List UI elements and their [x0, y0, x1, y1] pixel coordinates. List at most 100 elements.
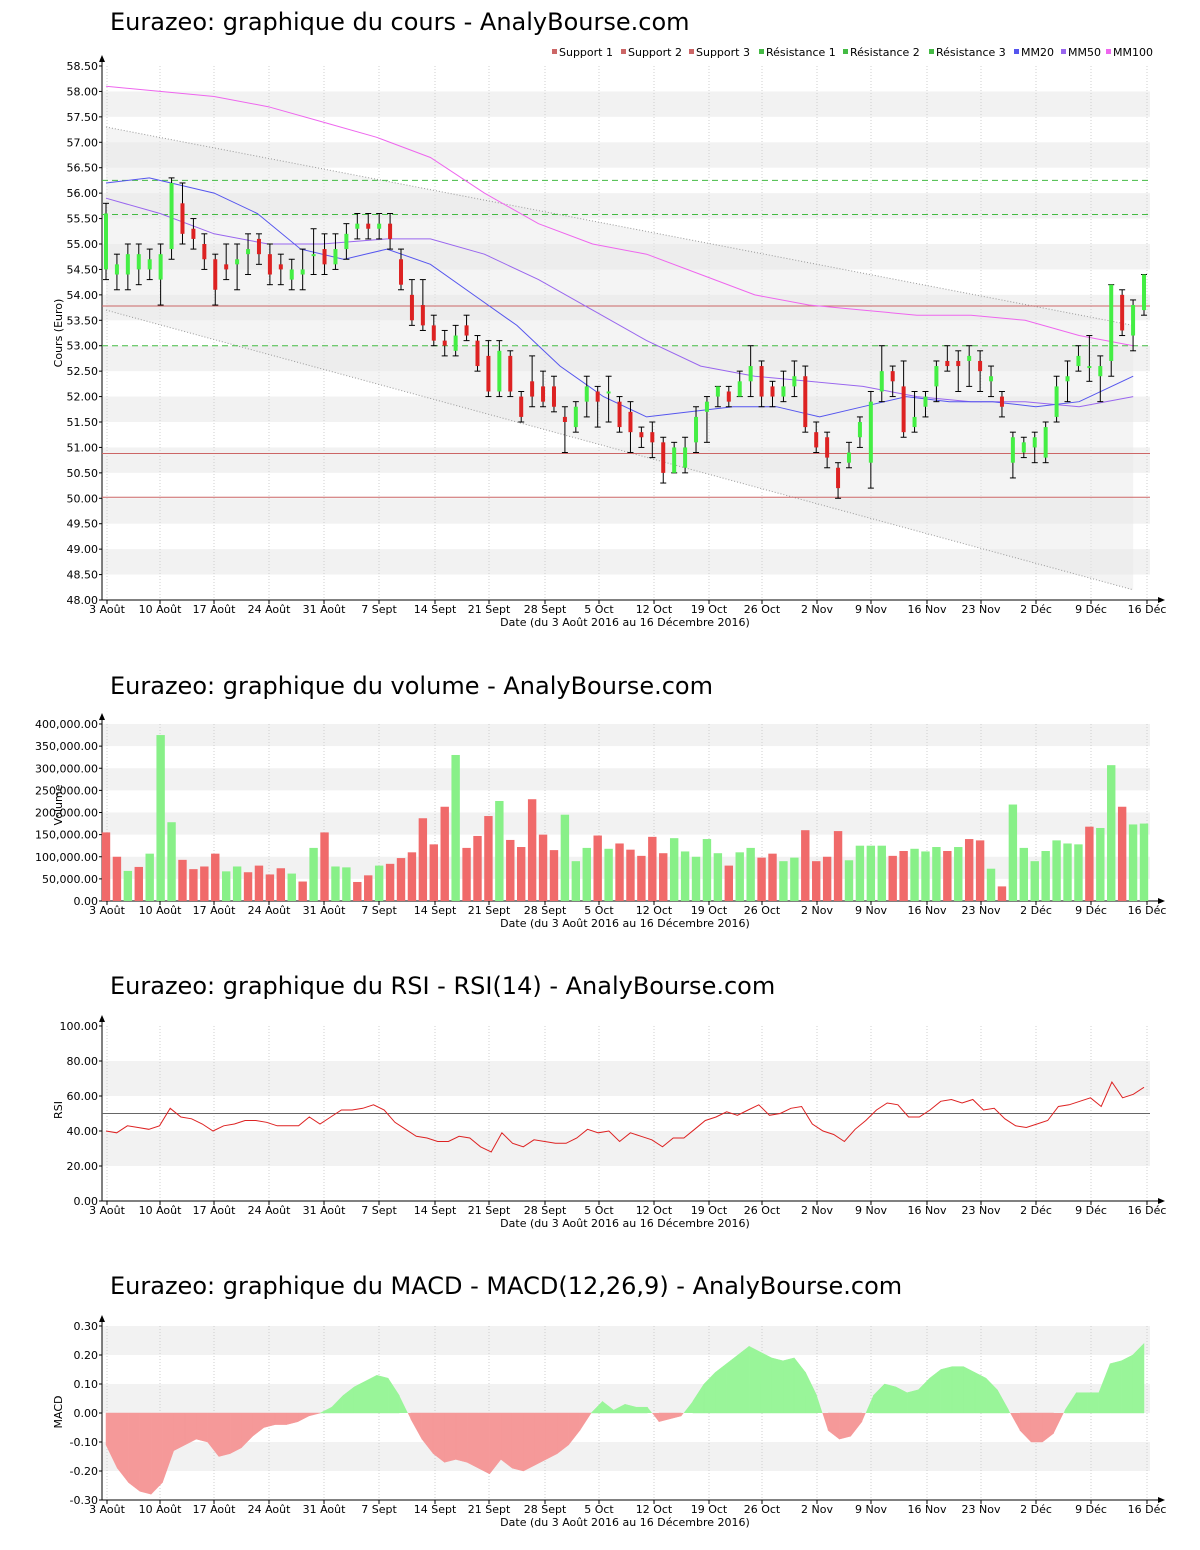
macd-area-negative: [308, 1412, 321, 1417]
legend-label: MM50: [1068, 46, 1101, 59]
macd-area-negative: [1010, 1413, 1020, 1431]
volume-bar: [287, 873, 296, 901]
legend-label: Résistance 1: [766, 46, 836, 59]
volume-bar: [549, 850, 559, 901]
candle: [1009, 431, 1016, 479]
candle-body: [442, 340, 447, 346]
price-xtick-label: 23 Nov: [962, 603, 1001, 616]
candle: [933, 360, 940, 403]
candle-body: [508, 355, 513, 392]
price-xtick-label: 7 Sept: [361, 603, 397, 616]
volume-bar: [713, 853, 723, 901]
volume-bar: [954, 847, 963, 901]
rsi-grid-band: [102, 1061, 1150, 1096]
candle: [201, 233, 208, 270]
legend-swatch: [689, 49, 694, 54]
candle: [627, 401, 634, 454]
candle: [1020, 436, 1027, 459]
volume-bar: [189, 869, 198, 901]
candle: [998, 390, 1005, 418]
trend-channel: [106, 127, 1134, 590]
price-xtick-label: 2 Déc: [1020, 603, 1052, 616]
volume-bar: [495, 800, 504, 901]
candle-body: [989, 376, 994, 382]
candle: [780, 370, 787, 403]
candle-body: [366, 223, 371, 229]
volume-bar: [964, 839, 974, 901]
candle: [124, 243, 131, 291]
price-xtick-label: 26 Oct: [744, 603, 781, 616]
rsi-xtick-label: 5 Oct: [584, 1204, 614, 1217]
price-xtick-label: 24 Août: [248, 603, 292, 616]
macd-area-negative: [579, 1412, 592, 1432]
price-xtick-label: 17 Août: [193, 603, 237, 616]
candle-body: [934, 366, 939, 387]
candle: [1053, 375, 1060, 423]
candle-body: [1131, 305, 1136, 336]
candle: [190, 218, 197, 250]
volume-bar: [211, 853, 220, 901]
volume-bar: [506, 839, 515, 901]
legend-swatch: [1061, 49, 1066, 54]
price-ytick-label: 48.00: [67, 594, 99, 607]
candle: [561, 406, 568, 454]
macd-area-positive: [760, 1351, 772, 1414]
volume-xtick-label: 9 Déc: [1075, 904, 1107, 917]
candle-body: [868, 401, 873, 463]
volume-xtick-label: 9 Nov: [855, 904, 887, 917]
legend-label: Résistance 3: [936, 46, 1006, 59]
legend-swatch: [929, 49, 934, 54]
price-xtick-label: 9 Nov: [855, 603, 887, 616]
candle: [343, 223, 350, 260]
volume-bar: [844, 860, 854, 901]
macd-xtick-label: 19 Oct: [691, 1503, 728, 1516]
volume-xtick-label: 17 Août: [193, 904, 237, 917]
macd-area-negative: [128, 1412, 141, 1492]
macd-xtick-label: 26 Oct: [744, 1503, 781, 1516]
candle-body: [541, 386, 546, 402]
macd-grid-band: [102, 1326, 1150, 1355]
macd-area-positive: [1109, 1360, 1122, 1414]
price-ytick-label: 53.00: [67, 340, 99, 353]
candle-body: [901, 386, 906, 433]
macd-x-arrow: [1158, 1497, 1165, 1503]
macd-xtick-label: 16 Déc: [1128, 1503, 1167, 1516]
candle-body: [180, 203, 185, 234]
macd-xtick-label: 10 Août: [139, 1503, 183, 1516]
y-axis-label: Cours (Euro): [52, 299, 65, 368]
macd-area-negative: [252, 1412, 265, 1437]
rsi-xtick-label: 2 Déc: [1020, 1204, 1052, 1217]
volume-grid-band: [102, 768, 1150, 791]
candle: [398, 248, 405, 291]
volume-xtick-label: 2 Nov: [801, 904, 833, 917]
volume-bar: [1052, 840, 1061, 901]
volume-bar: [702, 839, 712, 901]
macd-xtick-label: 9 Nov: [855, 1503, 887, 1516]
candle-body: [672, 447, 677, 473]
volume-bar: [167, 822, 176, 901]
volume-chart-title: Eurazeo: graphique du volume - AnalyBour…: [110, 672, 713, 700]
volume-bar: [145, 853, 154, 901]
macd-xtick-label: 23 Nov: [962, 1503, 1001, 1516]
candle: [802, 365, 809, 433]
macd-area-positive: [399, 1395, 408, 1413]
candle-body: [1087, 366, 1092, 369]
macd-area-positive: [1063, 1410, 1066, 1413]
price-ytick-label: 56.50: [67, 162, 99, 175]
candle: [485, 340, 492, 398]
rsi-ytick-label: 80.00: [67, 1055, 99, 1068]
candle-body: [956, 360, 961, 367]
candle-body: [158, 254, 163, 280]
candle-body: [650, 432, 655, 443]
candle-body: [399, 259, 404, 285]
volume-y-arrow: [99, 713, 105, 720]
price-grid-band: [102, 498, 1150, 524]
macd-xtick-label: 21 Sept: [468, 1503, 511, 1516]
rsi-xtick-label: 28 Sept: [524, 1204, 567, 1217]
macd-area-positive: [353, 1380, 366, 1414]
candle: [212, 253, 219, 306]
macd-area-positive: [951, 1366, 964, 1414]
price-xtick-label: 12 Oct: [636, 603, 673, 616]
macd-area-positive: [715, 1363, 727, 1414]
price-ytick-label: 49.50: [67, 518, 99, 531]
